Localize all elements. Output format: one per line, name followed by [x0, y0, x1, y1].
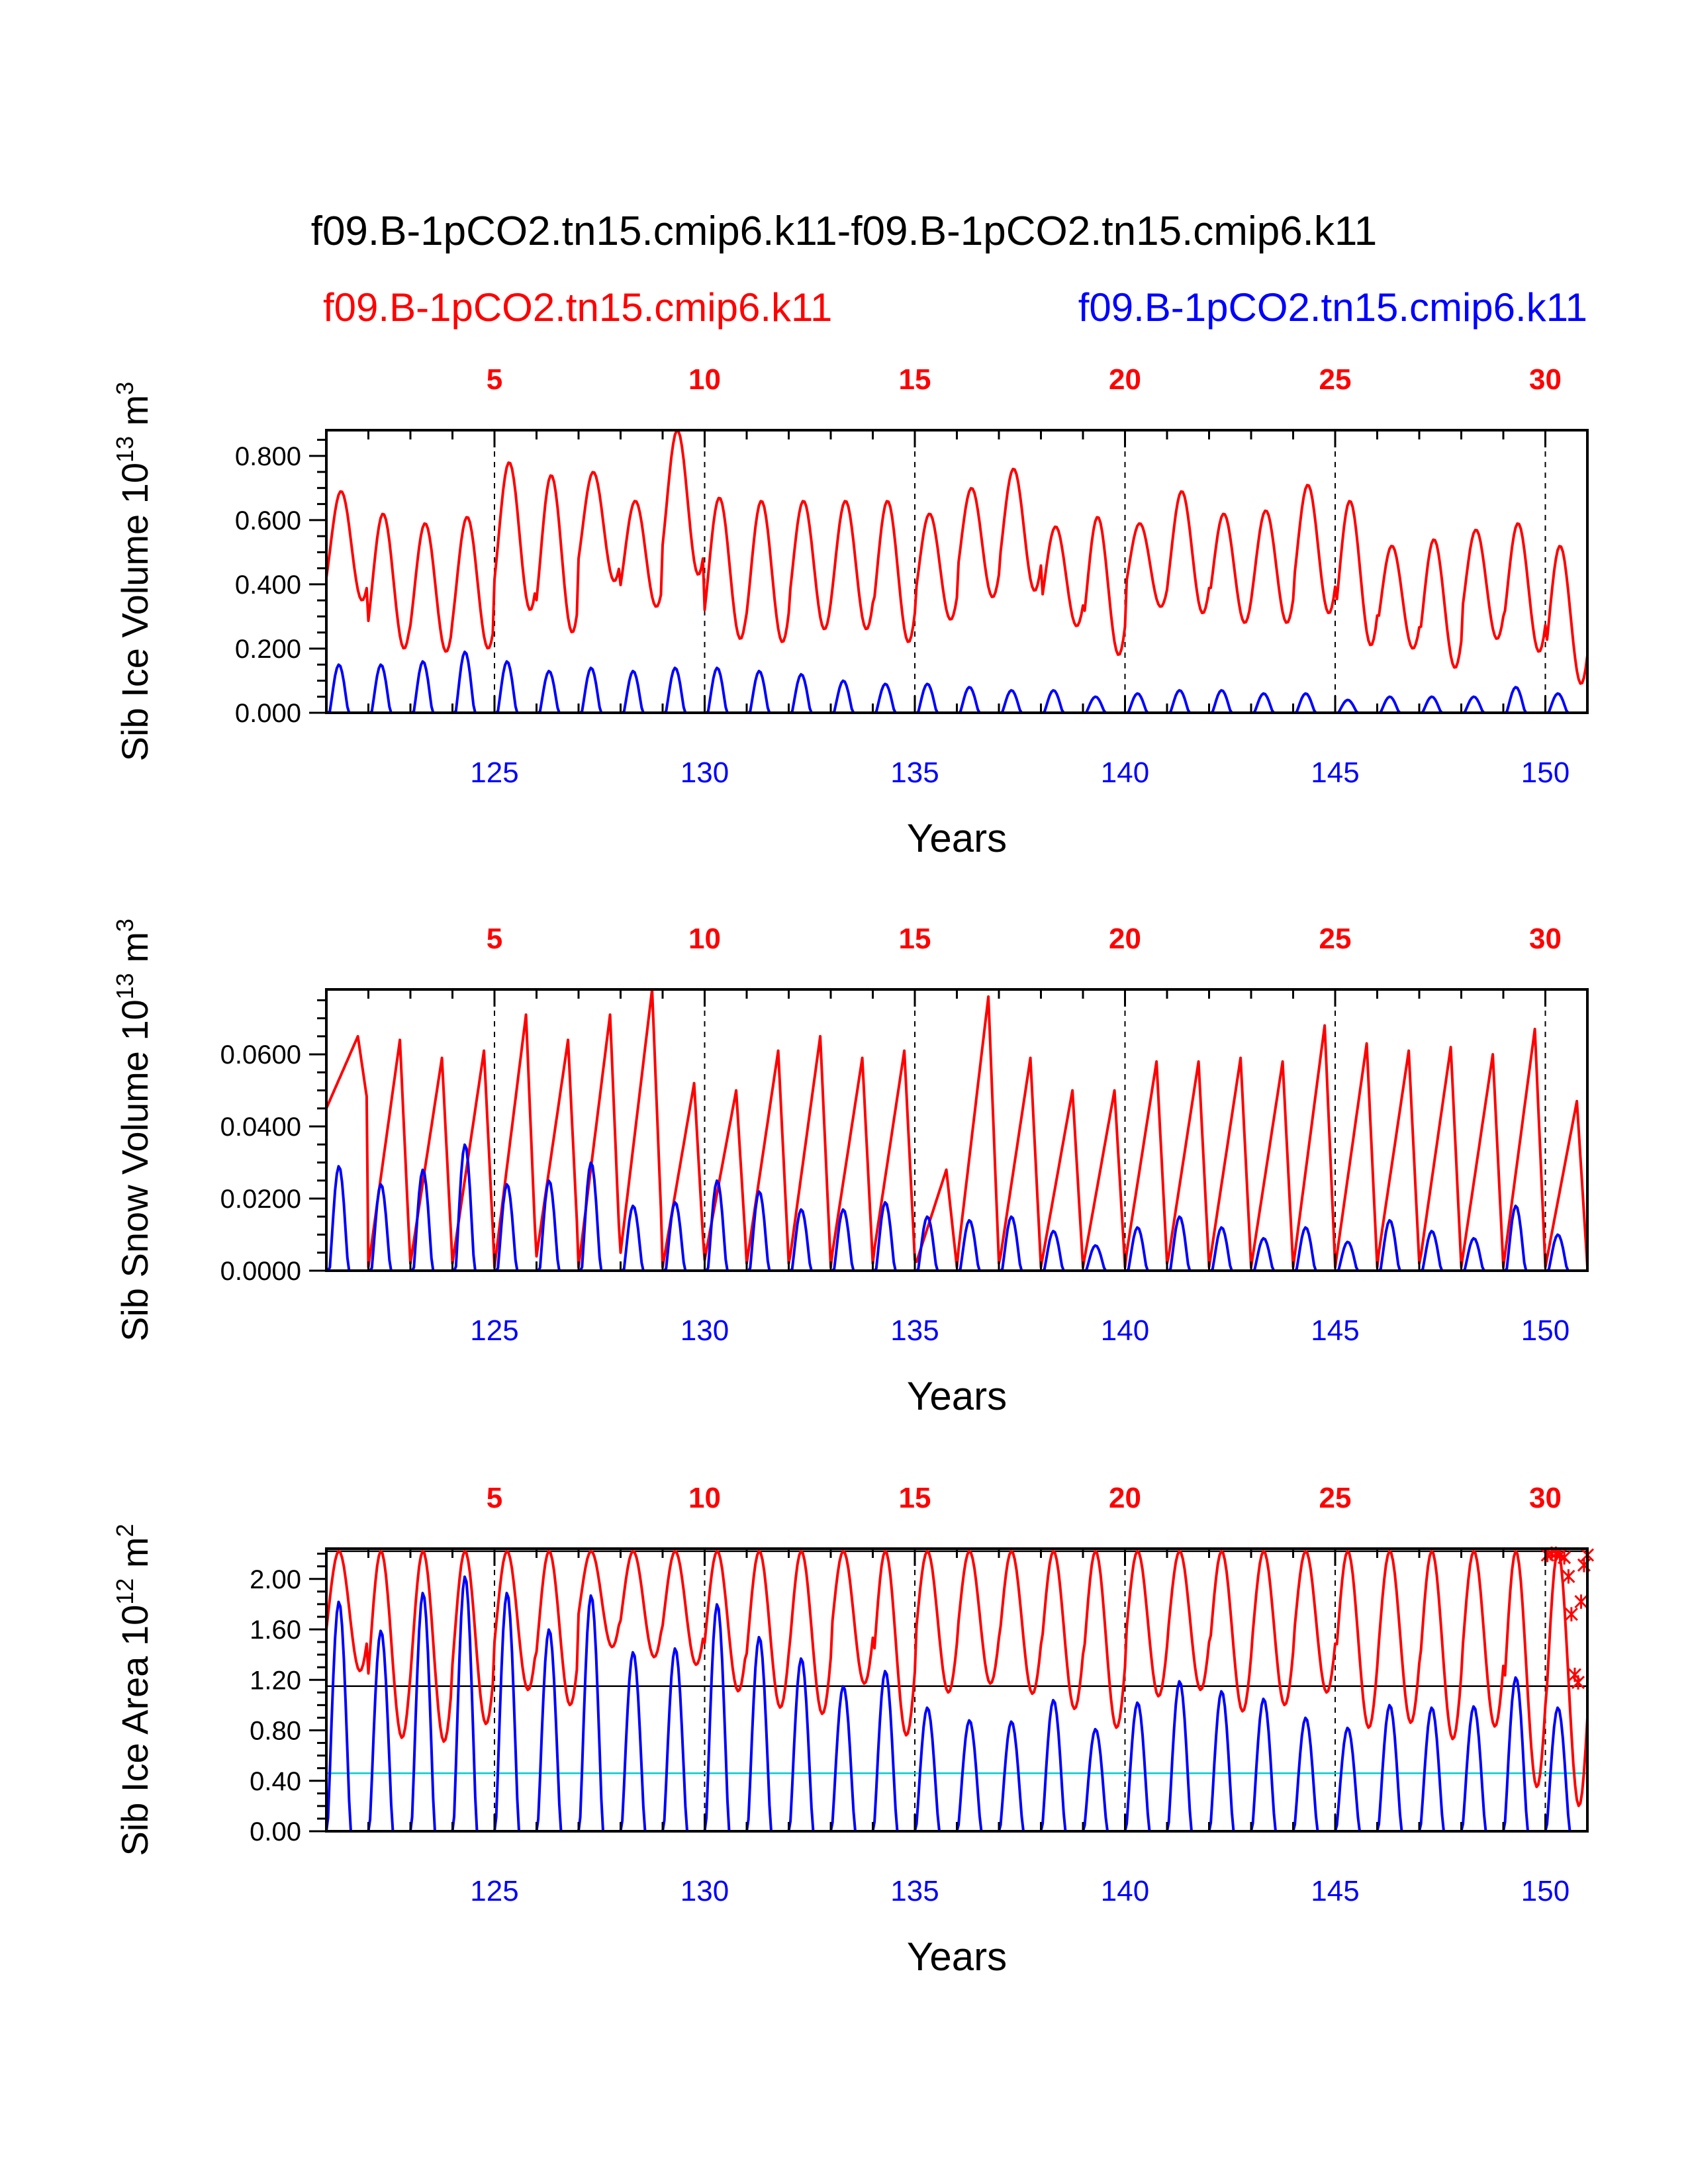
x-tick-label-bottom: 150 [1521, 1314, 1570, 1347]
x-tick-label-bottom: 125 [470, 756, 518, 789]
y-axis-label: Sib Ice Area 1012 m2 [111, 1524, 156, 1856]
x-tick-label-bottom: 125 [470, 1314, 518, 1347]
y-axis-label: Sib Ice Volume 1013 m3 [111, 382, 156, 762]
y-tick-label: 0.0400 [220, 1113, 301, 1142]
y-tick-label: 0.400 [235, 570, 301, 600]
x-tick-label-bottom: 135 [890, 1875, 939, 1907]
x-tick-label-top: 10 [688, 1482, 721, 1514]
y-axis-label: Sib Snow Volume 1013 m3 [111, 919, 156, 1342]
x-tick-label-top: 25 [1319, 1482, 1352, 1514]
x-tick-label-bottom: 140 [1101, 1314, 1149, 1347]
star-marker [1571, 1675, 1585, 1690]
x-tick-label-top: 25 [1319, 363, 1352, 396]
y-tick-label: 0.000 [235, 699, 301, 728]
series-group [326, 989, 1587, 1271]
y-tick-label: 0.00 [250, 1817, 301, 1846]
y-tick-label: 0.80 [250, 1717, 301, 1746]
x-tick-label-top: 15 [899, 923, 931, 955]
figure-title: f09.B-1pCO2.tn15.cmip6.k11-f09.B-1pCO2.t… [311, 208, 1378, 254]
y-label-main: Sib Ice Volume 10 [114, 463, 156, 761]
x-tick-label-bottom: 125 [470, 1875, 518, 1907]
x-tick-label-top: 15 [899, 363, 931, 396]
x-tick-label-bottom: 145 [1311, 1314, 1359, 1347]
x-tick-label-bottom: 150 [1521, 756, 1570, 789]
y-tick-label: 0.0000 [220, 1257, 301, 1286]
blue-series-line [326, 1143, 1587, 1271]
y-label-unit: m [114, 395, 156, 436]
series-group [326, 430, 1587, 713]
x-tick-label-top: 5 [487, 1482, 502, 1514]
y-label-main: Sib Ice Area 10 [114, 1605, 156, 1856]
x-tick-label-bottom: 145 [1311, 1875, 1359, 1907]
x-tick-label-top: 25 [1319, 923, 1352, 955]
x-tick-label-top: 30 [1529, 923, 1562, 955]
red-series-line [326, 430, 1587, 685]
x-tick-label-bottom: 130 [680, 1314, 729, 1347]
y-tick-label: 0.800 [235, 442, 301, 471]
panel-ice-volume: 0.000 0.200 0.400 0.600 0.800 125 5 130 10 135 15 1… [111, 363, 1589, 860]
x-tick-label-top: 20 [1109, 363, 1141, 396]
y-label-unit: m [114, 1537, 156, 1578]
y-label-unit-exp: 2 [111, 1524, 138, 1537]
y-label-unit-exp: 3 [111, 919, 138, 932]
y-tick-label: 0.600 [235, 506, 301, 535]
x-tick-label-top: 5 [487, 363, 502, 396]
star-marker [1574, 1594, 1588, 1609]
x-tick-label-top: 30 [1529, 1482, 1562, 1514]
series-group [326, 1549, 1587, 1831]
legend-case2: f09.B-1pCO2.tn15.cmip6.k11 [1078, 285, 1587, 330]
y-tick-label: 0.200 [235, 635, 301, 664]
red-series-line [326, 989, 1587, 1269]
x-tick-label-top: 20 [1109, 1482, 1141, 1514]
panel-snow-volume: 0.0000 0.0200 0.0400 0.0600 125 5 130 10 135 15 14… [111, 919, 1589, 1418]
x-tick-label-top: 10 [688, 923, 721, 955]
x-tick-label-top: 5 [487, 923, 502, 955]
legend-case1: f09.B-1pCO2.tn15.cmip6.k11 [323, 285, 832, 330]
y-label-exp: 13 [111, 436, 138, 463]
y-label-unit-exp: 3 [111, 382, 138, 395]
x-tick-label-top: 15 [899, 1482, 931, 1514]
y-label-main: Sib Snow Volume 10 [114, 999, 156, 1342]
y-tick-label: 1.60 [250, 1615, 301, 1645]
x-tick-label-bottom: 130 [680, 756, 729, 789]
y-tick-label: 1.20 [250, 1666, 301, 1695]
x-tick-label-bottom: 130 [680, 1875, 729, 1907]
x-tick-label-top: 20 [1109, 923, 1141, 955]
y-tick-label: 0.0600 [220, 1040, 301, 1069]
x-tick-label-bottom: 140 [1101, 1875, 1149, 1907]
y-label-exp: 12 [111, 1578, 138, 1605]
star-marker [1562, 1569, 1575, 1584]
y-tick-label: 2.00 [250, 1565, 301, 1594]
x-axis-label: Years [907, 1934, 1007, 1979]
x-tick-label-bottom: 140 [1101, 756, 1149, 789]
x-tick-label-top: 30 [1529, 363, 1562, 396]
y-tick-label: 0.0200 [220, 1185, 301, 1214]
x-tick-label-bottom: 135 [890, 756, 939, 789]
x-tick-label-bottom: 135 [890, 1314, 939, 1347]
x-tick-label-bottom: 150 [1521, 1875, 1570, 1907]
panel-ice-area: 0.00 0.40 0.80 1.20 1.60 2.00 125 5 130 10 135 15 14… [111, 1482, 1595, 1979]
red-series-line [326, 1549, 1587, 1807]
star-marker [1564, 1607, 1578, 1621]
y-label-exp: 13 [111, 973, 138, 999]
x-axis-label: Years [907, 1374, 1007, 1418]
y-tick-label: 0.40 [250, 1767, 301, 1796]
x-axis-label: Years [907, 816, 1007, 860]
star-marker [1558, 1550, 1571, 1565]
y-label-unit: m [114, 932, 156, 973]
x-tick-label-top: 10 [688, 363, 721, 396]
x-tick-label-bottom: 145 [1311, 756, 1359, 789]
